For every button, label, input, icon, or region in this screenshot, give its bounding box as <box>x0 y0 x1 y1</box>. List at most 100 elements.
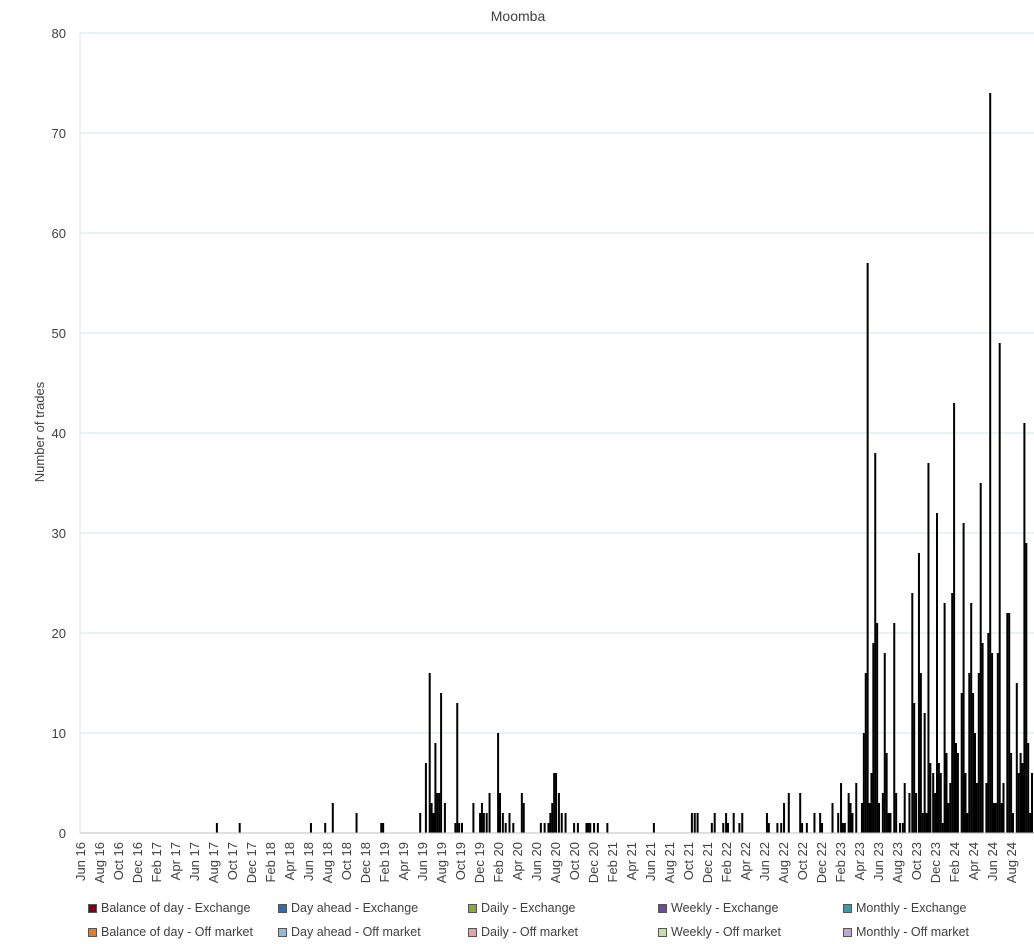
bar <box>841 823 844 833</box>
x-tick-label: Oct 18 <box>339 842 354 880</box>
bar <box>947 803 950 833</box>
x-tick-label: Feb 17 <box>149 842 164 882</box>
bar <box>903 783 906 833</box>
bar <box>428 673 431 833</box>
bar <box>355 813 358 833</box>
bar <box>975 783 978 833</box>
legend-item: Monthly - Exchange <box>843 901 1033 915</box>
bar <box>424 763 427 833</box>
legend-swatch <box>278 927 287 937</box>
x-tick-label: Dec 23 <box>928 842 943 883</box>
bar <box>585 823 588 833</box>
legend-swatch <box>88 903 97 913</box>
bar <box>991 653 994 833</box>
bar <box>1017 773 1020 833</box>
bar <box>813 813 816 833</box>
bar <box>787 793 790 833</box>
y-tick-labels: 0 10 20 30 40 50 60 70 80 <box>52 26 66 841</box>
legend-swatch <box>468 903 477 913</box>
bar <box>331 803 334 833</box>
legend-label: Balance of day - Off market <box>101 925 253 939</box>
bar <box>520 793 523 833</box>
bar <box>874 453 877 833</box>
legend-row: Balance of day - Off market Day ahead - O… <box>88 920 1034 944</box>
legend-label: Daily - Off market <box>481 925 579 939</box>
bar <box>981 643 984 833</box>
bar <box>727 823 729 833</box>
chart-svg: Moomba Number of trades 0 10 20 30 40 50 60 70 8… <box>32 8 1034 883</box>
bar-series <box>215 93 1033 833</box>
y-tick-label: 0 <box>59 826 66 841</box>
bar <box>985 783 988 833</box>
legend-label: Monthly - Off market <box>856 925 969 939</box>
x-tick-label: Aug 22 <box>776 842 791 883</box>
bar <box>501 813 504 833</box>
legend-row: Balance of day - Exchange Day ahead - Exc… <box>88 896 1034 920</box>
bar <box>432 813 435 833</box>
bar <box>927 463 930 833</box>
x-tick-label: Jun 17 <box>187 842 202 881</box>
legend-label: Day ahead - Exchange <box>291 901 419 915</box>
bar <box>1031 773 1033 833</box>
bar <box>966 813 969 833</box>
bar <box>979 483 982 833</box>
bar <box>1025 543 1028 833</box>
bar <box>443 803 446 833</box>
legend-item: Weekly - Exchange <box>658 901 843 915</box>
x-tick-label: Apr 23 <box>852 842 867 880</box>
legend-item: Day ahead - Exchange <box>278 901 468 915</box>
x-tick-label: Apr 22 <box>738 842 753 880</box>
x-tick-label: Feb 24 <box>947 842 962 882</box>
x-tick-label: Oct 22 <box>795 842 810 880</box>
bar <box>454 823 457 833</box>
bar <box>887 813 890 833</box>
bar <box>939 773 942 833</box>
bar <box>780 823 783 833</box>
x-tick-label: Apr 21 <box>624 842 639 880</box>
bar <box>557 793 560 833</box>
x-tick-label: Apr 24 <box>966 842 981 880</box>
legend-label: Monthly - Exchange <box>856 901 967 915</box>
y-axis-label: Number of trades <box>32 381 47 482</box>
bar <box>1019 753 1022 833</box>
legend-swatch <box>658 903 667 913</box>
bar <box>837 813 840 833</box>
x-tick-label: Feb 18 <box>263 842 278 882</box>
y-tick-label: 70 <box>52 126 66 141</box>
x-tick-label: Apr 17 <box>168 842 183 880</box>
bar <box>936 513 938 833</box>
x-tick-label: Dec 21 <box>700 842 715 883</box>
bar <box>868 803 871 833</box>
bar <box>438 793 441 833</box>
x-tick-label: Aug 23 <box>890 842 905 883</box>
bar <box>1010 753 1013 833</box>
x-tick-label: Aug 20 <box>548 842 563 883</box>
y-tick-label: 50 <box>52 326 66 341</box>
bar <box>895 793 898 833</box>
bar <box>1012 813 1014 833</box>
legend-label: Weekly - Off market <box>671 925 781 939</box>
y-tick-label: 80 <box>52 26 66 41</box>
bar <box>864 673 867 833</box>
bar <box>382 823 385 833</box>
bar <box>831 803 834 833</box>
bar <box>937 763 940 833</box>
bar <box>480 803 483 833</box>
x-tick-label: Dec 19 <box>472 842 487 883</box>
bar <box>573 823 576 833</box>
bar <box>551 803 554 833</box>
bar <box>915 793 918 833</box>
legend-label: Weekly - Exchange <box>671 901 779 915</box>
legend-label: Daily - Exchange <box>481 901 576 915</box>
bar <box>805 823 808 833</box>
y-tick-label: 60 <box>52 226 66 241</box>
bar <box>1008 613 1011 833</box>
legend-swatch <box>658 927 667 937</box>
x-tick-label: Aug 17 <box>206 842 221 883</box>
bar <box>553 773 556 833</box>
gridlines <box>79 32 1034 833</box>
bar <box>993 803 995 833</box>
bar <box>876 623 879 833</box>
bar <box>732 813 735 833</box>
x-tick-label: Aug 19 <box>434 842 449 883</box>
